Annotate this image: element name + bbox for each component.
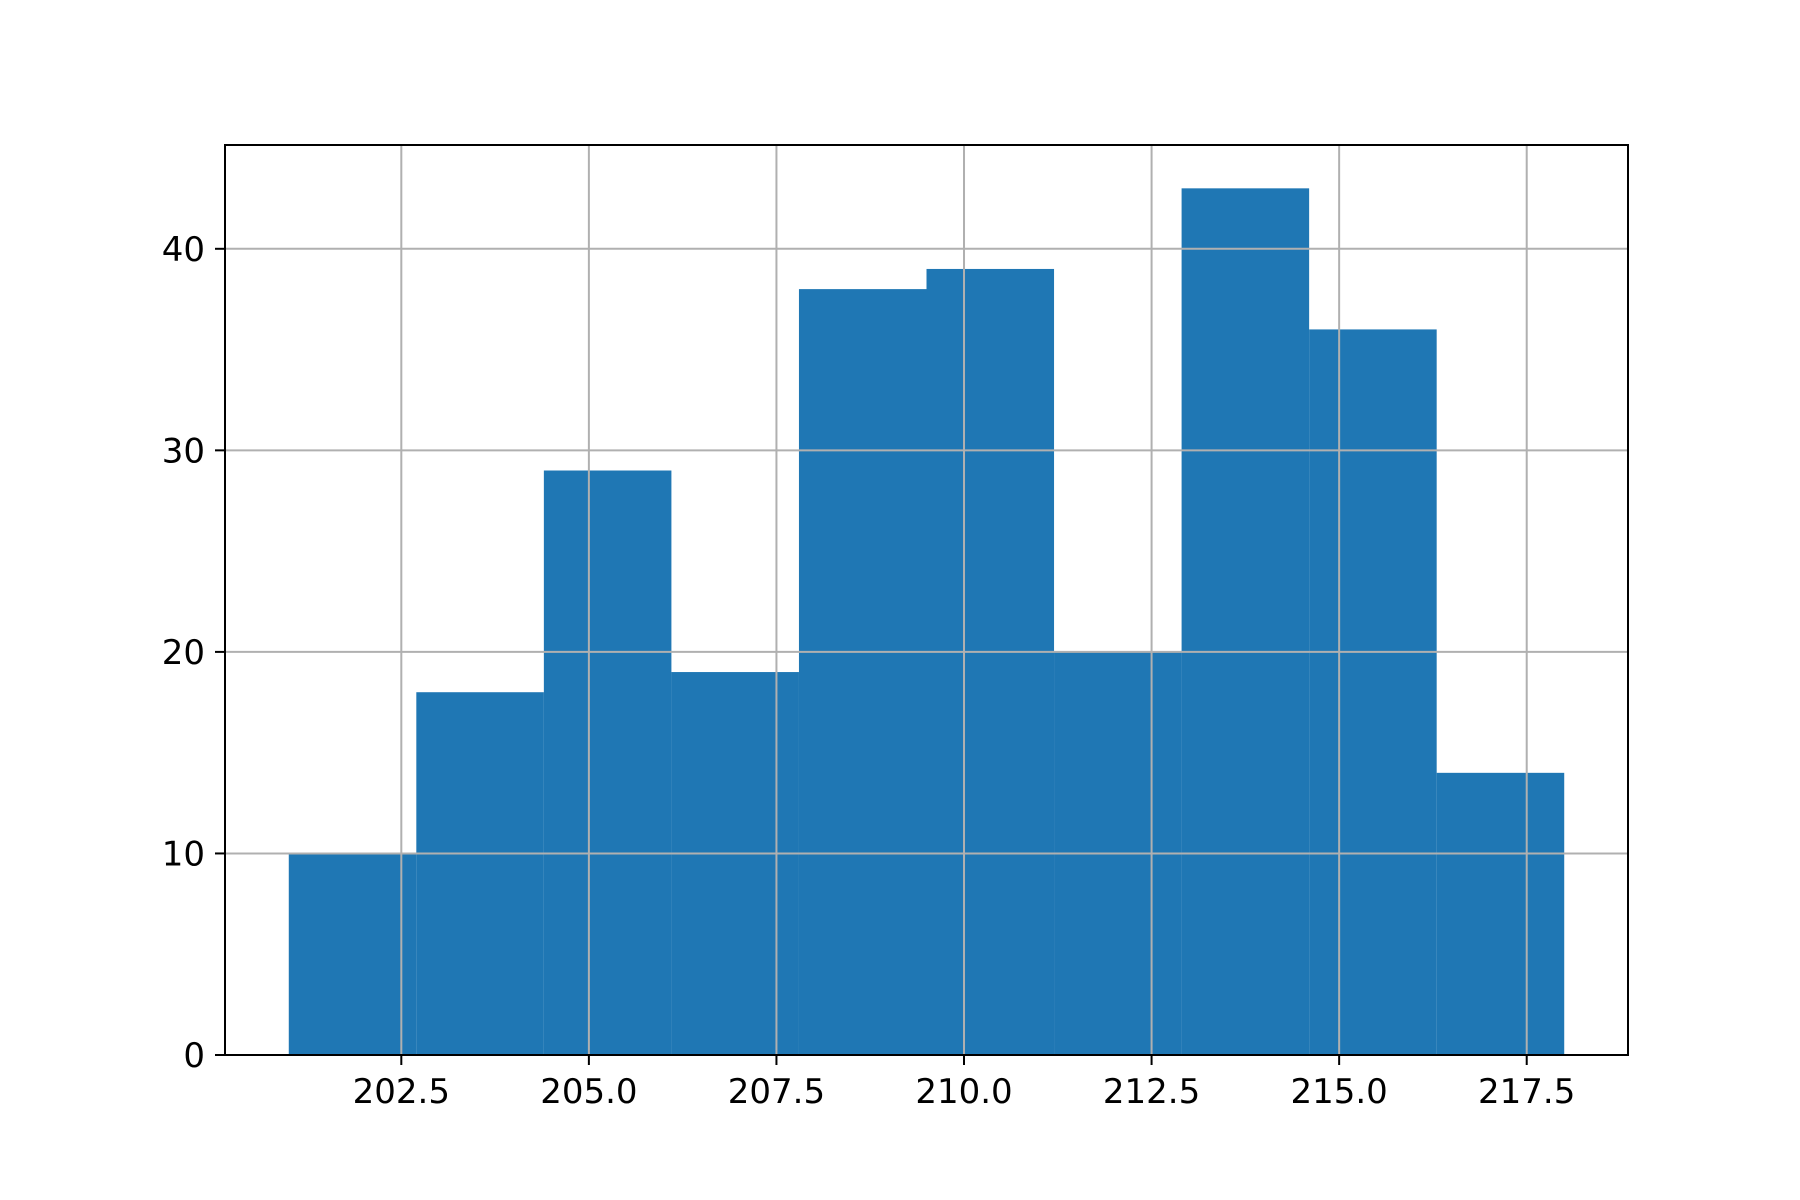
x-tick-label-4: 210.0 (915, 1072, 1012, 1112)
histogram-bar-9 (1309, 329, 1437, 1056)
y-tick-label-2: 10 (162, 834, 205, 874)
x-tick-label-5: 212.5 (1103, 1072, 1200, 1112)
y-tick-label-4: 30 (162, 431, 205, 471)
y-tick-label-3: 20 (162, 633, 205, 673)
axes-frame (224, 144, 1629, 1056)
x-tick-label-7: 217.5 (1478, 1072, 1575, 1112)
axis-ticks (215, 247, 1528, 1065)
histogram-bar-10 (1436, 772, 1565, 1055)
histogram-bar-3 (543, 470, 672, 1055)
x-tick-label-1: 202.5 (353, 1072, 450, 1112)
histogram-bar-4 (671, 672, 799, 1055)
histogram-bar-1 (288, 853, 417, 1055)
x-tick-label-3: 207.5 (728, 1072, 825, 1112)
histogram-bar-8 (1181, 188, 1310, 1056)
histogram-bar-2 (416, 692, 544, 1055)
y-tick-label-1: 0 (183, 1036, 205, 1076)
histogram-bars (288, 188, 1565, 1056)
histogram-bar-6 (926, 268, 1055, 1055)
axis-tick-labels: 202.5 205.0 207.5 210.0 212.5 215.0 217.5 0 10 20… (162, 230, 1576, 1112)
histogram-bar-5 (798, 289, 927, 1055)
y-tick-label-5: 40 (162, 230, 205, 270)
x-tick-label-6: 215.0 (1290, 1072, 1387, 1112)
x-tick-label-2: 205.0 (540, 1072, 637, 1112)
